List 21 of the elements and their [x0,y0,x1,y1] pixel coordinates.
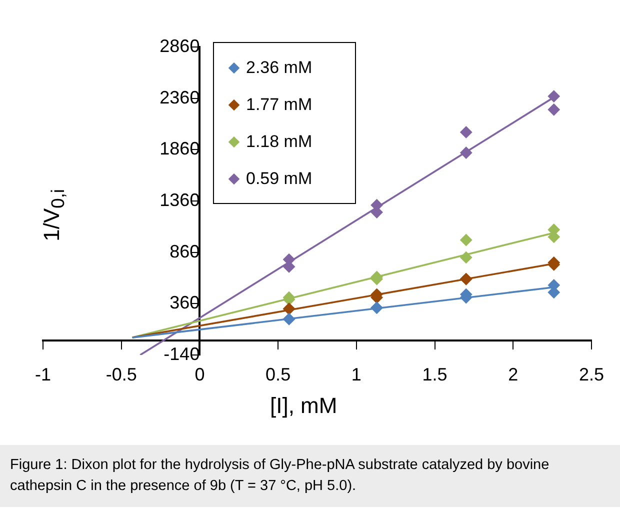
y-tick-label: -140 [164,344,200,364]
x-tick-label: -0.5 [106,364,137,384]
legend-label: 1.18 mM [246,132,312,152]
y-tick-label: 2360 [160,87,200,108]
y-tick-label: 1860 [160,138,200,159]
y-tick-label: 860 [170,241,200,262]
legend-label: 1.77 mM [246,94,312,114]
x-tick-label: 1.5 [422,364,448,384]
legend-label: 0.59 mM [246,168,312,188]
x-tick-label: 0.5 [266,364,291,384]
y-tick-label: 360 [170,292,200,313]
x-tick-label: 0 [194,364,205,384]
x-tick-label: -1 [34,364,52,384]
caption: Figure 1: Dixon plot for the hydrolysis of Gly-Phe-pNA substrate catalyzed by bovine cathepsin C in the presence of 9b (T = 37 °C, pH 5.0). [0,445,620,507]
y-tick-label: 2860 [160,36,200,56]
x-tick-label: 1 [351,364,362,384]
x-tick-label: 2 [508,364,518,384]
x-tick-label: 2.5 [578,364,604,384]
x-axis-title: [I], mM [270,393,338,419]
legend-label: 2.36 mM [246,58,312,78]
y-tick-label: 1360 [160,190,200,210]
